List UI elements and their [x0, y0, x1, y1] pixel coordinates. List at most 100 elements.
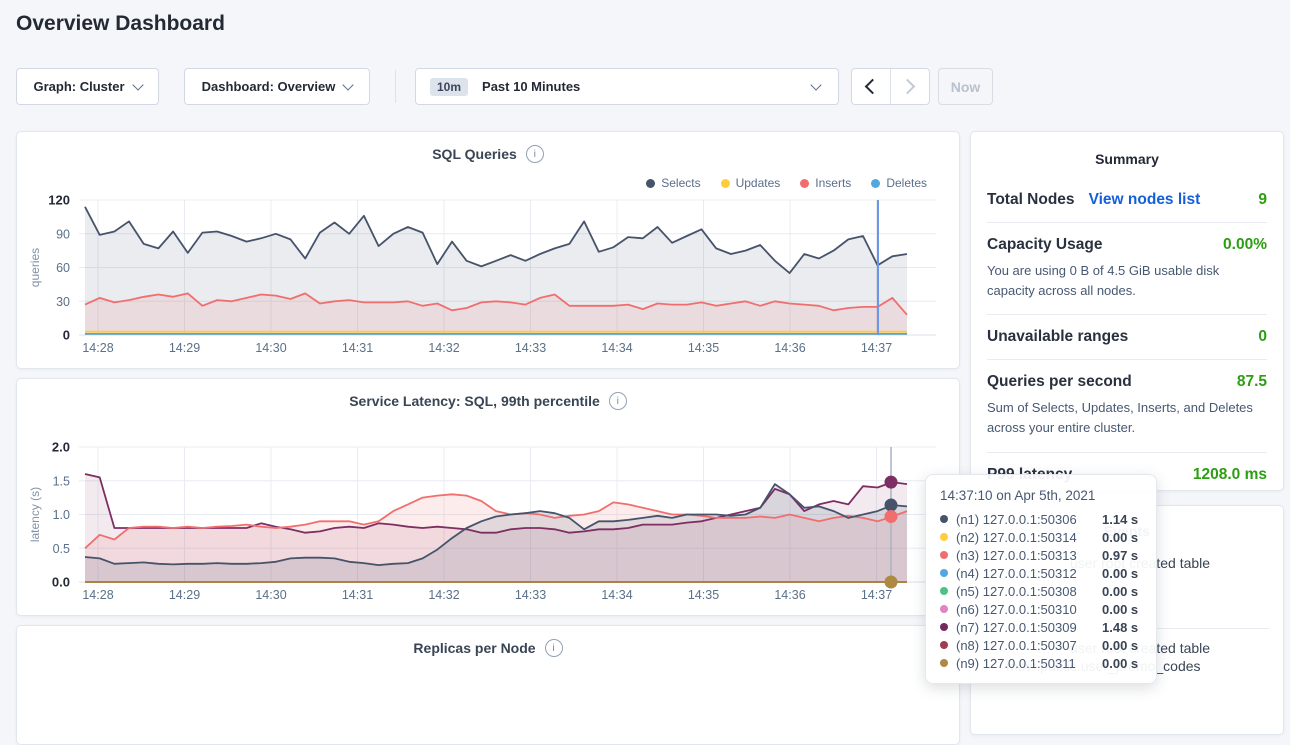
tooltip-node-row: (n5) 127.0.0.1:50308 0.00 s	[940, 582, 1142, 600]
tooltip-node-row: (n1) 127.0.0.1:50306 1.14 s	[940, 510, 1142, 528]
graph-dropdown-label: Graph: Cluster	[33, 79, 125, 94]
info-icon[interactable]: i	[525, 145, 544, 163]
total-nodes-label: Total Nodes	[987, 191, 1075, 208]
svg-text:14:37: 14:37	[861, 588, 892, 602]
summary-title: Summary	[1095, 151, 1159, 167]
node-color-dot	[940, 533, 948, 541]
node-color-dot	[940, 605, 948, 613]
info-icon[interactable]: i	[544, 639, 563, 657]
legend-dot	[646, 178, 656, 188]
svg-text:14:33: 14:33	[515, 588, 546, 602]
service-latency-chart[interactable]: 14:28 14:29 14:30 14:31 14:32 14:33 14:34 14:35…	[17, 379, 959, 615]
svg-text:60: 60	[56, 261, 70, 275]
svg-text:14:36: 14:36	[774, 588, 805, 602]
legend-item-selects[interactable]: Selects	[646, 176, 701, 190]
svg-text:14:35: 14:35	[688, 588, 719, 602]
svg-text:14:37: 14:37	[861, 341, 892, 355]
capacity-usage-value: 0.00%	[1223, 236, 1267, 253]
now-button[interactable]: Now	[938, 68, 993, 105]
tooltip-node-row: (n2) 127.0.0.1:50314 0.00 s	[940, 528, 1142, 546]
graph-dropdown[interactable]: Graph: Cluster	[16, 68, 159, 105]
tooltip-rows: (n1) 127.0.0.1:50306 1.14 s (n2) 127.0.0.1…	[940, 510, 1142, 672]
node-color-dot	[940, 515, 948, 523]
chart-title-text: Service Latency: SQL, 99th percentile	[349, 393, 600, 409]
info-icon[interactable]: i	[608, 392, 627, 410]
service-latency-panel: 14:28 14:29 14:30 14:31 14:32 14:33 14:34 14:35…	[16, 378, 960, 616]
tooltip-timestamp: 14:37:10 on Apr 5th, 2021	[940, 488, 1096, 503]
chevron-left-icon	[864, 78, 881, 95]
node-latency-value: 0.00 s	[1102, 565, 1139, 581]
total-nodes-value: 9	[1258, 191, 1267, 208]
svg-text:14:28: 14:28	[82, 341, 113, 355]
node-color-dot	[940, 587, 948, 595]
unavailable-ranges-label: Unavailable ranges	[987, 328, 1129, 346]
chevron-down-icon	[342, 79, 354, 91]
time-range-badge: 10m	[430, 77, 469, 96]
legend-item-deletes[interactable]: Deletes	[871, 176, 927, 190]
legend-label: Selects	[661, 176, 701, 190]
chart-tooltip: 14:37:10 on Apr 5th, 2021 (n1) 127.0.0.1…	[925, 474, 1157, 684]
divider	[987, 359, 1267, 361]
node-latency-value: 0.00 s	[1102, 529, 1139, 545]
p99-latency-value: 1208.0 ms	[1192, 465, 1267, 483]
svg-text:14:35: 14:35	[688, 341, 719, 355]
node-address: (n1) 127.0.0.1:50306	[956, 511, 1077, 527]
tooltip-node-row: (n6) 127.0.0.1:50310 0.00 s	[940, 600, 1142, 618]
svg-text:30: 30	[56, 295, 70, 309]
unavailable-ranges-value: 0	[1258, 328, 1267, 346]
node-latency-value: 1.14 s	[1102, 511, 1139, 527]
capacity-usage-description: You are using 0 B of 4.5 GiB usable disk…	[987, 263, 1220, 299]
node-color-dot	[940, 641, 948, 649]
chevron-down-icon	[810, 79, 822, 91]
node-address: (n8) 127.0.0.1:50307	[956, 637, 1077, 653]
chart-title: SQL Queries i	[17, 145, 959, 163]
capacity-usage-label: Capacity Usage	[987, 236, 1103, 253]
controls-divider	[395, 70, 396, 103]
svg-text:90: 90	[56, 227, 70, 241]
svg-text:120: 120	[48, 193, 70, 208]
legend-dot	[800, 178, 810, 188]
summary-row-total-nodes: Total Nodes View nodes list 9	[987, 178, 1267, 222]
node-address: (n5) 127.0.0.1:50308	[956, 583, 1077, 599]
tooltip-node-row: (n3) 127.0.0.1:50313 0.97 s	[940, 546, 1142, 564]
svg-text:0.0: 0.0	[52, 575, 70, 590]
svg-text:14:33: 14:33	[515, 341, 546, 355]
node-address: (n4) 127.0.0.1:50312	[956, 565, 1077, 581]
sql-queries-panel: 14:28 14:29 14:30 14:31 14:32 14:33 14:34 14:35…	[16, 131, 960, 369]
tooltip-node-row: (n7) 127.0.0.1:50309 1.48 s	[940, 618, 1142, 636]
tooltip-node-row: (n8) 127.0.0.1:50307 0.00 s	[940, 636, 1142, 654]
legend-label: Deletes	[886, 176, 927, 190]
time-range-dropdown[interactable]: 10m Past 10 Minutes	[415, 68, 839, 105]
legend-item-inserts[interactable]: Inserts	[800, 176, 851, 190]
svg-text:14:32: 14:32	[428, 588, 459, 602]
node-latency-value: 0.00 s	[1102, 655, 1139, 671]
queries-per-second-value: 87.5	[1236, 373, 1267, 391]
svg-text:14:31: 14:31	[342, 588, 373, 602]
dashboard-dropdown-label: Dashboard: Overview	[201, 79, 336, 94]
node-color-dot	[940, 551, 948, 559]
svg-text:1.0: 1.0	[53, 508, 70, 522]
chart-legend: Selects Updates Inserts Deletes	[646, 176, 927, 190]
time-prev-button[interactable]	[852, 69, 891, 104]
svg-text:14:34: 14:34	[601, 341, 632, 355]
view-nodes-list-link[interactable]: View nodes list	[1088, 191, 1201, 208]
divider	[987, 222, 1267, 223]
svg-text:14:34: 14:34	[601, 588, 632, 602]
node-address: (n9) 127.0.0.1:50311	[956, 655, 1076, 671]
time-next-button[interactable]	[891, 69, 930, 104]
sql-queries-chart[interactable]: 14:28 14:29 14:30 14:31 14:32 14:33 14:34 14:35…	[17, 132, 959, 368]
legend-label: Updates	[735, 176, 781, 190]
time-range-label: Past 10 Minutes	[482, 79, 581, 94]
dashboard-dropdown[interactable]: Dashboard: Overview	[184, 68, 370, 105]
queries-per-second-label: Queries per second	[987, 373, 1132, 391]
chart-title-text: Replicas per Node	[413, 640, 536, 656]
page-title: Overview Dashboard	[16, 12, 225, 35]
svg-text:0: 0	[63, 328, 70, 343]
node-address: (n6) 127.0.0.1:50310	[956, 601, 1077, 617]
summary-row-unavailable-ranges: Unavailable ranges 0	[987, 315, 1267, 359]
legend-item-updates[interactable]: Updates	[720, 176, 781, 190]
replicas-per-node-panel: Replicas per Node i	[16, 625, 960, 745]
summary-row-queries-per-second: Queries per second 87.5 Sum of Selects, …	[987, 360, 1267, 451]
node-color-dot	[940, 623, 948, 631]
time-step-buttons	[851, 68, 930, 105]
